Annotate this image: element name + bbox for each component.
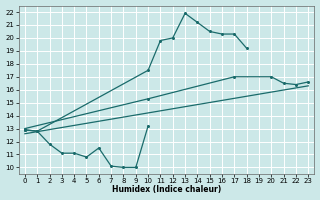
X-axis label: Humidex (Indice chaleur): Humidex (Indice chaleur): [112, 185, 221, 194]
